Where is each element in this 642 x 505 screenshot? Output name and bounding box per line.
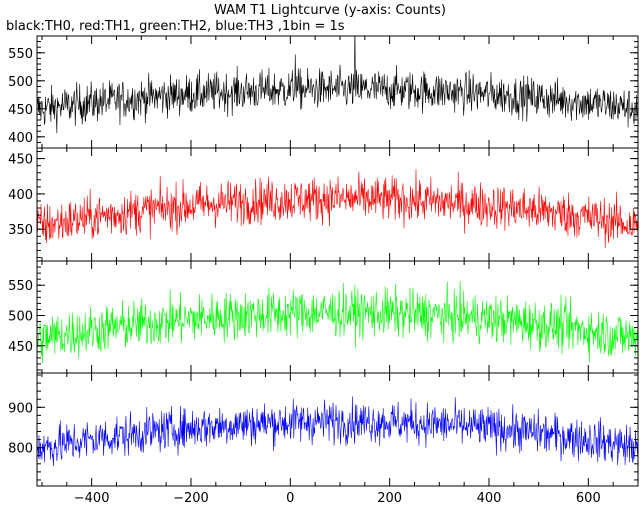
y-tick-label: 400 <box>8 131 33 146</box>
x-tick-label: 200 <box>377 491 402 505</box>
y-tick-label: 550 <box>8 47 33 62</box>
series-line-th1 <box>37 169 638 249</box>
x-tick-label: −400 <box>74 491 110 505</box>
y-tick-label: 800 <box>8 442 33 457</box>
panel-th0: 400 450 500 550 <box>8 35 639 149</box>
x-tick-label: −200 <box>173 491 209 505</box>
y-tick-label: 500 <box>8 75 33 90</box>
y-tick-label: 450 <box>8 153 33 168</box>
x-tick-label: 0 <box>286 491 294 505</box>
panel-th2: 450 500 550 <box>8 260 639 374</box>
y-tick-label: 550 <box>8 279 33 294</box>
x-tick-label: 600 <box>576 491 601 505</box>
x-axis-tick-labels: −400 −200 0 200 400 600 <box>74 491 601 505</box>
panels: 400 450 500 550 350 400 450 450 500 550 800 900 <box>8 35 639 487</box>
y-tick-label: 350 <box>8 223 33 238</box>
chart-title: WAM T1 Lightcurve (y-axis: Counts) <box>214 3 446 18</box>
y-tick-label: 900 <box>8 401 33 416</box>
series-line-th0 <box>37 36 638 134</box>
panel-frame <box>36 35 639 149</box>
series-line-th3 <box>37 396 638 467</box>
panel-th3: 800 900 <box>8 372 639 487</box>
y-tick-label: 500 <box>8 309 33 324</box>
panel-frame <box>36 260 639 374</box>
chart-subtitle: black:TH0, red:TH1, green:TH2, blue:TH3 … <box>6 19 345 34</box>
series-line-th2 <box>37 281 638 364</box>
y-tick-label: 400 <box>8 188 33 203</box>
panel-th1: 350 400 450 <box>8 147 639 262</box>
panel-frame <box>36 372 639 487</box>
y-tick-label: 450 <box>8 340 33 355</box>
x-tick-label: 400 <box>477 491 502 505</box>
y-tick-label: 450 <box>8 103 33 118</box>
